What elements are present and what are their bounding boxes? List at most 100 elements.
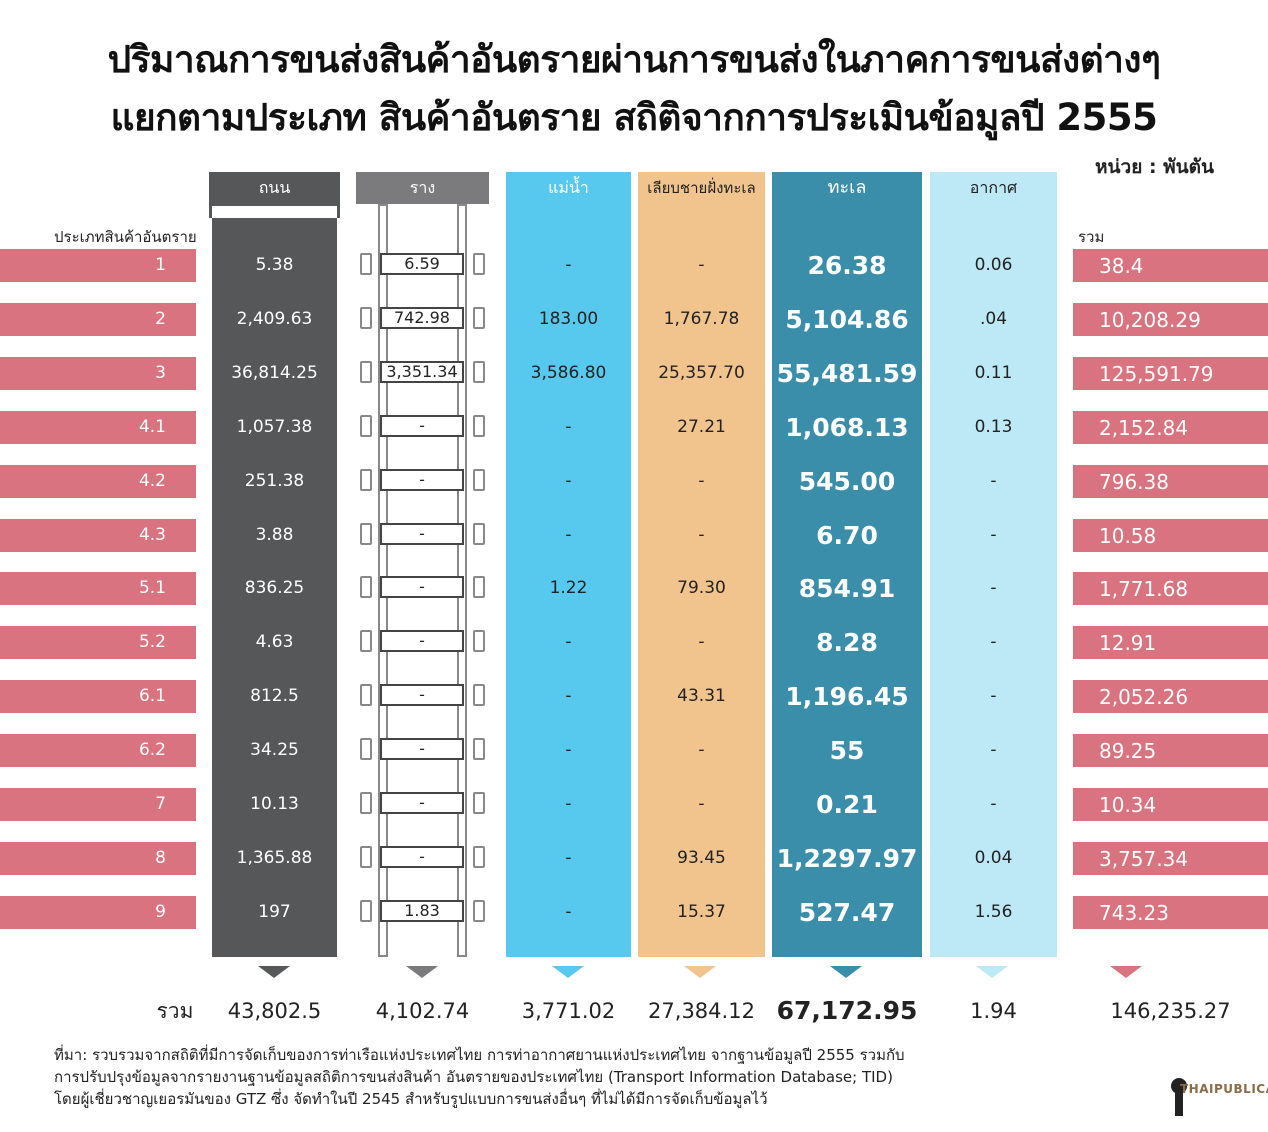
- row-header: ประเภทสินค้าอันตราย: [54, 228, 197, 246]
- sea-cell: 6.70: [816, 521, 878, 550]
- air-cell: -: [990, 525, 997, 545]
- air-cell: -: [990, 740, 997, 760]
- air-cell: 0.04: [974, 848, 1013, 868]
- row-total: 89.25: [1073, 734, 1268, 767]
- rail-tie: [360, 738, 372, 760]
- row-label: 2: [0, 303, 196, 336]
- sea-cell: 527.47: [798, 898, 896, 927]
- sum-air: 1.94: [970, 999, 1017, 1023]
- row-total: 1,771.68: [1073, 572, 1268, 605]
- rail-tie: [360, 900, 372, 922]
- sum-road: 43,802.5: [227, 999, 322, 1023]
- rail-tie: [473, 253, 485, 275]
- sum-row-label: รวม: [156, 999, 194, 1023]
- rail-tie: [473, 792, 485, 814]
- sum-rail: 4,102.74: [375, 999, 470, 1023]
- road-cell: 10.13: [250, 794, 299, 814]
- rail-tie: [360, 576, 372, 598]
- row-total: 10.34: [1073, 788, 1268, 821]
- air-cell: -: [990, 794, 997, 814]
- river-cell: -: [565, 902, 572, 922]
- rail-marker: [406, 966, 438, 978]
- road-column: [209, 172, 340, 957]
- header-rail: ราง: [409, 178, 436, 197]
- row-total: 10,208.29: [1073, 303, 1268, 336]
- air-column: [930, 172, 1057, 957]
- rail-tie: [473, 900, 485, 922]
- header-road: ถนน: [258, 178, 291, 197]
- coastal-column: [638, 172, 765, 957]
- rail-tie: [473, 630, 485, 652]
- road-cell: 36,814.25: [231, 363, 318, 383]
- source-line: ที่มา: รวบรวมจากสถิติที่มีการจัดเก็บของก…: [54, 1046, 905, 1064]
- river-cell: -: [565, 417, 572, 437]
- river-marker: [552, 966, 584, 978]
- row-label: 7: [0, 788, 196, 821]
- coastal-cell: 79.30: [677, 578, 726, 598]
- road-cell: 3.88: [255, 525, 294, 545]
- row-label: 3: [0, 357, 196, 390]
- river-cell: -: [565, 525, 572, 545]
- rail-cell: 6.59: [380, 253, 464, 275]
- row-label: 8: [0, 842, 196, 875]
- rail-cell: -: [380, 738, 464, 760]
- river-cell: -: [565, 632, 572, 652]
- road-cell: 1,057.38: [236, 417, 313, 437]
- header-river: แม่น้ำ: [548, 178, 589, 197]
- rail-tie: [360, 415, 372, 437]
- rail-tie: [360, 469, 372, 491]
- air-cell: -: [990, 578, 997, 598]
- sum-sea: 67,172.95: [776, 996, 918, 1025]
- row-total: 38.4: [1073, 249, 1268, 282]
- air-cell: 1.56: [974, 902, 1013, 922]
- coastal-cell: -: [698, 471, 705, 491]
- row-label: 9: [0, 896, 196, 929]
- sea-cell: 1,196.45: [785, 682, 909, 711]
- chart-title-line1: ปริมาณการขนส่งสินค้าอันตรายผ่านการขนส่งใ…: [107, 38, 1161, 81]
- air-cell: 0.13: [974, 417, 1013, 437]
- header-air: อากาศ: [969, 178, 1018, 197]
- rail-tie: [473, 307, 485, 329]
- air-cell: 0.06: [974, 255, 1013, 275]
- rail-tie: [473, 684, 485, 706]
- sea-cell: 854.91: [798, 574, 896, 603]
- road-cell: 251.38: [244, 471, 305, 491]
- logo-text: THAIPUBLICA: [1180, 1082, 1268, 1096]
- header-coastal: เลียบชายฝั่งทะเล: [647, 179, 756, 197]
- road-cell: 5.38: [255, 255, 294, 275]
- chart-title-line2: แยกตามประเภท สินค้าอันตราย สถิติจากการปร…: [110, 96, 1158, 139]
- road-cell: 197: [258, 902, 291, 922]
- coastal-cell: 43.31: [677, 686, 726, 706]
- air-marker: [976, 966, 1008, 978]
- row-label: 6.1: [0, 680, 196, 713]
- row-total: 3,757.34: [1073, 842, 1268, 875]
- sea-cell: 5,104.86: [785, 305, 909, 334]
- coastal-cell: 27.21: [677, 417, 726, 437]
- road-cell: 1,365.88: [236, 848, 313, 868]
- row-total: 2,152.84: [1073, 411, 1268, 444]
- rail-tie: [473, 523, 485, 545]
- river-cell: -: [565, 255, 572, 275]
- row-total: 796.38: [1073, 465, 1268, 498]
- rail-tie: [473, 415, 485, 437]
- sea-cell: 8.28: [816, 628, 878, 657]
- rail-tie: [473, 469, 485, 491]
- rail-tie: [473, 361, 485, 383]
- row-label: 4.3: [0, 519, 196, 552]
- sea-cell: 55,481.59: [776, 359, 918, 388]
- air-cell: -: [990, 471, 997, 491]
- rail-tie: [360, 630, 372, 652]
- row-label: 6.2: [0, 734, 196, 767]
- air-cell: -: [990, 686, 997, 706]
- coastal-cell: -: [698, 525, 705, 545]
- sea-column: [772, 172, 922, 957]
- rail-column: [356, 172, 489, 957]
- rail-cell: -: [380, 469, 464, 491]
- coastal-cell: -: [698, 632, 705, 652]
- rail-tie: [360, 307, 372, 329]
- rail-tie: [473, 738, 485, 760]
- rail-tie: [360, 684, 372, 706]
- unit-label: หน่วย : พันตัน: [1095, 156, 1214, 178]
- river-cell: -: [565, 686, 572, 706]
- total-header: รวม: [1078, 228, 1105, 246]
